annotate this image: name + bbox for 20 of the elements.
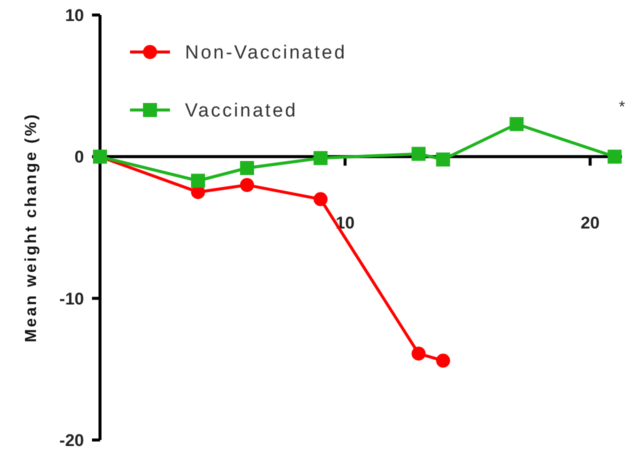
point xyxy=(240,178,254,192)
x-tick-label: 20 xyxy=(580,214,600,233)
annotation: * xyxy=(618,99,626,116)
y-tick-label: -10 xyxy=(59,289,84,308)
point xyxy=(510,117,524,132)
point xyxy=(412,346,426,361)
point xyxy=(436,152,450,166)
point xyxy=(314,151,328,166)
point xyxy=(412,146,426,161)
point xyxy=(191,174,206,188)
y-tick-label: 10 xyxy=(65,6,84,25)
point xyxy=(608,150,622,164)
y-tick-label: 0 xyxy=(74,148,84,167)
y-axis-title: Mean weight change (%) xyxy=(23,112,40,342)
point xyxy=(240,161,254,175)
legend-label: Vaccinated xyxy=(185,100,298,122)
point xyxy=(436,354,450,368)
point xyxy=(314,192,328,206)
y-tick-label: -20 xyxy=(59,430,84,450)
legend-label: Non-Vaccinated xyxy=(185,42,347,64)
